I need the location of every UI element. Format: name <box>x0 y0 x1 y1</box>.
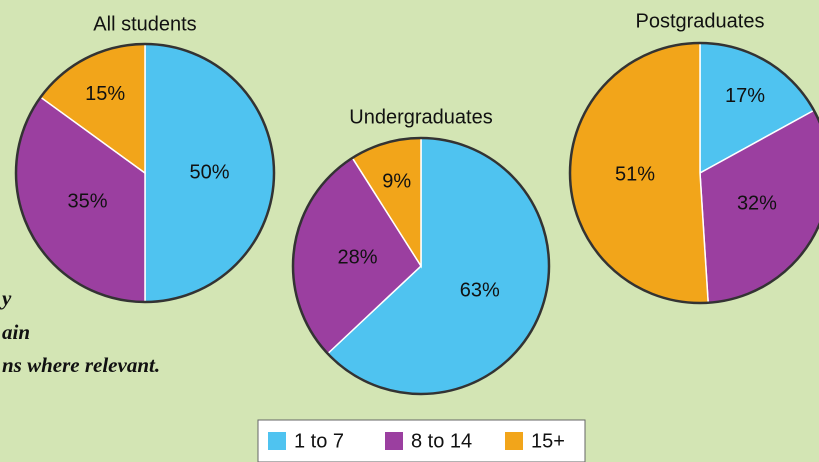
pie-title: All students <box>93 13 196 35</box>
legend-label: 1 to 7 <box>294 430 344 452</box>
legend-swatch <box>268 432 286 450</box>
value-label: 17% <box>725 85 765 107</box>
side-text: ns where relevant. <box>2 353 160 377</box>
pie-outline <box>14 42 276 304</box>
legend-label: 8 to 14 <box>411 430 472 452</box>
legend-swatch <box>505 432 523 450</box>
legend-swatch <box>385 432 403 450</box>
value-label: 35% <box>68 191 108 213</box>
pie-outline <box>291 136 551 396</box>
legend-label: 15+ <box>531 430 565 452</box>
value-label: 63% <box>460 280 500 302</box>
pie-title: Undergraduates <box>349 106 492 128</box>
value-label: 50% <box>189 161 229 183</box>
value-label: 9% <box>382 171 411 193</box>
value-label: 15% <box>85 83 125 105</box>
value-label: 28% <box>337 246 377 268</box>
legend-box <box>257 419 586 462</box>
side-text: ain <box>2 320 30 344</box>
side-text: y <box>0 286 12 310</box>
pie-title: Postgraduates <box>636 10 765 32</box>
value-label: 32% <box>737 193 777 215</box>
pie-outline <box>568 41 819 305</box>
value-label: 51% <box>615 163 655 185</box>
